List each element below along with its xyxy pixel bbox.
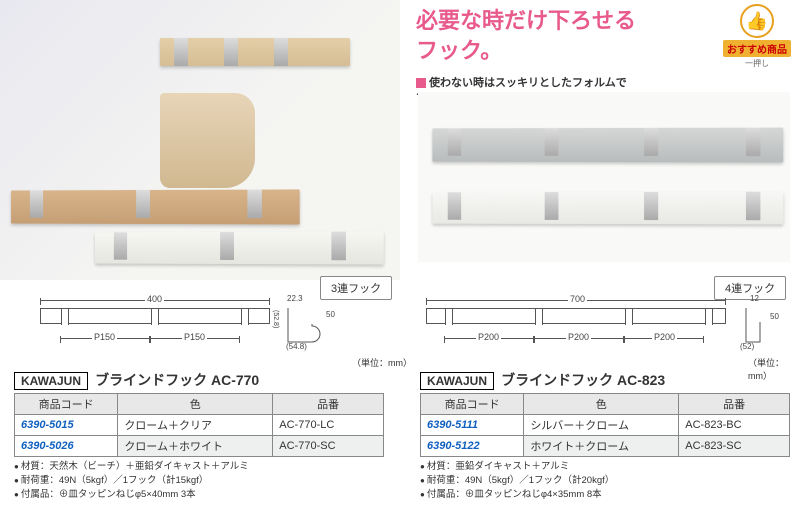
- prof-h-r: 50: [770, 312, 779, 321]
- note: 耐荷重：49N（5kgf）／1フック（計20kgf）: [420, 474, 790, 488]
- prodname-left: ブラインドフック AC-770: [95, 370, 259, 390]
- product-right: KAWAJUN ブラインドフック AC-823 商品コード 色 品番 6390-…: [420, 370, 790, 501]
- rail-wood-wall: [160, 38, 350, 66]
- prodname-right: ブラインドフック AC-823: [501, 370, 665, 390]
- spec-row: 6390-5122 ホワイト＋クローム AC-823-SC: [421, 436, 790, 457]
- dim-p1-r: P200: [476, 332, 501, 342]
- rail-white-3: [95, 231, 384, 264]
- notes-right: 材質：亜鉛ダイキャスト＋アルミ 耐荷重：49N（5kgf）／1フック（計20kg…: [420, 460, 790, 501]
- prof-h2-l: 50: [326, 310, 335, 319]
- tag-3hook: 3連フック: [320, 276, 392, 300]
- headline-l2: フック。: [416, 38, 502, 63]
- cell-model: AC-770-LC: [273, 415, 384, 436]
- th-model: 品番: [679, 394, 790, 415]
- th-color: 色: [524, 394, 679, 415]
- cell-code: 6390-5015: [15, 415, 118, 436]
- prof-h1-l: (52.8): [272, 310, 279, 328]
- cell-color: ホワイト＋クローム: [524, 436, 679, 457]
- cell-color: シルバー＋クローム: [524, 415, 679, 436]
- dim-p2-l: P150: [182, 332, 207, 342]
- prof-w-l: 22.3: [287, 294, 303, 303]
- spec-table-right: 商品コード 色 品番 6390-5111 シルバー＋クローム AC-823-BC…: [420, 393, 790, 457]
- spec-table-left: 商品コード 色 品番 6390-5015 クローム＋クリア AC-770-LC …: [14, 393, 384, 457]
- cell-model: AC-823-BC: [679, 415, 790, 436]
- cell-code: 6390-5026: [15, 436, 118, 457]
- rail-wood-3: [11, 189, 300, 224]
- note: 耐荷重：49N（5kgf）／1フック（計15kgf）: [14, 474, 384, 488]
- rail-white-4: [432, 192, 783, 225]
- cell-color: クローム＋クリア: [118, 415, 273, 436]
- prof-base-r: (52): [740, 342, 754, 351]
- cell-model: AC-770-SC: [273, 436, 384, 457]
- prof-base-l: (54.8): [286, 342, 307, 351]
- photo-left: [0, 0, 400, 280]
- brand-left: KAWAJUN: [14, 372, 88, 390]
- note: 付属品：⊕皿タッピンねじφ5×40mm 3本: [14, 488, 384, 502]
- prof-w-r: 12: [750, 294, 759, 303]
- note: 材質：天然木（ビーチ）＋亜鉛ダイキャスト＋アルミ: [14, 460, 384, 474]
- th-color: 色: [118, 394, 273, 415]
- dim-p3-r: P200: [652, 332, 677, 342]
- note: 付属品：⊕皿タッピンねじφ4×35mm 8本: [420, 488, 790, 502]
- product-left: KAWAJUN ブラインドフック AC-770 商品コード 色 品番 6390-…: [14, 370, 384, 501]
- dim-p2-r: P200: [566, 332, 591, 342]
- rail-silver-4: [432, 128, 783, 163]
- recommend-badge: 👍 おすすめ商品 一押し: [723, 4, 791, 69]
- headline-l1: 必要な時だけ下ろせる: [416, 8, 636, 33]
- headline: 必要な時だけ下ろせる フック。 使わない時はスッキリとしたフォルムです。: [416, 6, 636, 65]
- notes-left: 材質：天然木（ビーチ）＋亜鉛ダイキャスト＋アルミ 耐荷重：49N（5kgf）／1…: [14, 460, 384, 501]
- brand-right: KAWAJUN: [420, 372, 494, 390]
- dim-total-l: 400: [145, 294, 164, 304]
- cell-code: 6390-5122: [421, 436, 524, 457]
- th-code: 商品コード: [421, 394, 524, 415]
- dim-p1-l: P150: [92, 332, 117, 342]
- spec-row: 6390-5111 シルバー＋クローム AC-823-BC: [421, 415, 790, 436]
- spec-row: 6390-5015 クローム＋クリア AC-770-LC: [15, 415, 384, 436]
- cell-color: クローム＋ホワイト: [118, 436, 273, 457]
- spec-row: 6390-5026 クローム＋ホワイト AC-770-SC: [15, 436, 384, 457]
- recommend-label: おすすめ商品: [723, 40, 791, 57]
- unit-l: （単位：mm）: [352, 356, 412, 369]
- cell-code: 6390-5111: [421, 415, 524, 436]
- thumbs-up-icon: 👍: [740, 4, 774, 38]
- hanger-robe: [150, 65, 260, 185]
- dim-total-r: 700: [568, 294, 587, 304]
- th-model: 品番: [273, 394, 384, 415]
- cell-model: AC-823-SC: [679, 436, 790, 457]
- recommend-sub: 一押し: [723, 58, 791, 69]
- bullet-icon: [416, 78, 426, 88]
- note: 材質：亜鉛ダイキャスト＋アルミ: [420, 460, 790, 474]
- photo-right: [418, 92, 790, 262]
- th-code: 商品コード: [15, 394, 118, 415]
